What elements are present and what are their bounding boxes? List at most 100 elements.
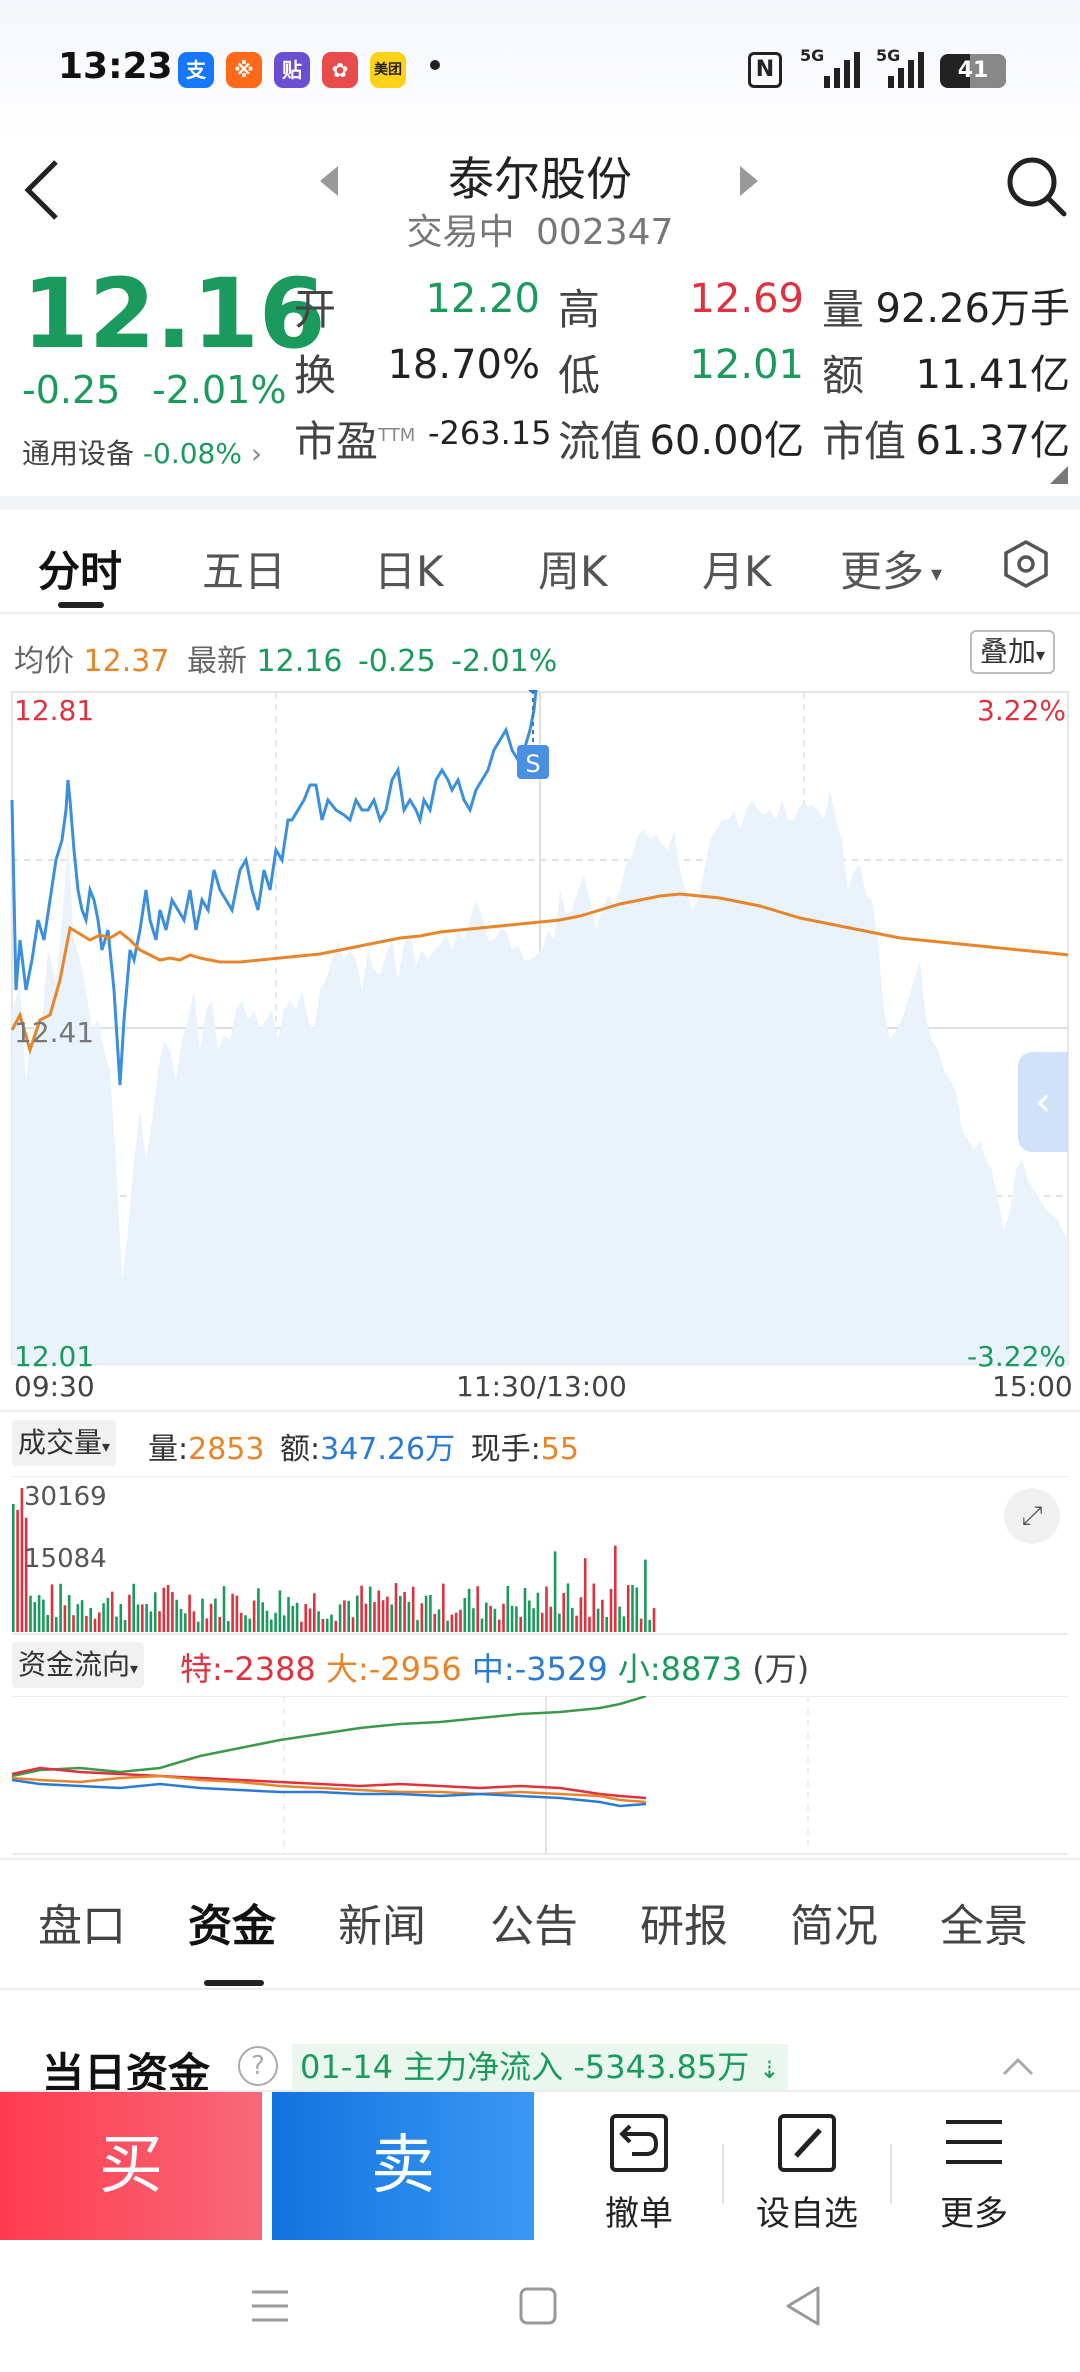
- volume-bar: [454, 1612, 458, 1632]
- tab-5day[interactable]: 五日: [202, 547, 287, 596]
- volume-bar: [343, 1600, 346, 1632]
- dropdown-icon: ▾: [102, 1437, 111, 1456]
- expand-corner-icon[interactable]: [1050, 466, 1068, 484]
- help-icon[interactable]: ?: [238, 2046, 278, 2086]
- volume-mid: 15084: [24, 1544, 107, 1574]
- nav-home-icon[interactable]: [518, 2286, 558, 2326]
- side-panel-toggle-icon[interactable]: ‹: [1018, 1052, 1068, 1152]
- volume-bar: [59, 1583, 62, 1632]
- latest-label: 最新: [186, 644, 247, 679]
- add-watchlist-button[interactable]: 设自选: [740, 2110, 874, 2234]
- fullscreen-icon[interactable]: ⤢: [1004, 1488, 1060, 1544]
- overlay-button[interactable]: 叠加▾: [970, 630, 1056, 674]
- volume-bar: [141, 1604, 144, 1632]
- volume-bar: [429, 1594, 432, 1632]
- intraday-chart[interactable]: S: [0, 690, 1080, 1410]
- back-arrow-icon[interactable]: [20, 158, 64, 222]
- tab-research[interactable]: 研报: [640, 1901, 728, 1952]
- volume-bar: [300, 1621, 303, 1632]
- high-label: 高: [558, 285, 601, 334]
- cap-label: 市值: [822, 417, 907, 466]
- sell-button[interactable]: 卖: [272, 2092, 534, 2240]
- volume-bar: [205, 1618, 209, 1632]
- flow-xiao-label: 小:: [617, 1650, 661, 1688]
- volume-bar: [558, 1613, 561, 1632]
- volume-selector[interactable]: 成交量▾: [12, 1420, 117, 1466]
- flow-selector[interactable]: 资金流向▾: [12, 1642, 145, 1688]
- volume-bar: [33, 1602, 37, 1632]
- more-button[interactable]: 更多: [914, 2110, 1034, 2234]
- tab-overview[interactable]: 全景: [940, 1901, 1028, 1952]
- volume-bar: [166, 1584, 170, 1632]
- tab-news[interactable]: 新闻: [338, 1901, 426, 1952]
- signal-icon-2: [888, 52, 924, 88]
- vol-value: 2853: [188, 1432, 265, 1467]
- volume-bar: [67, 1595, 71, 1632]
- nav-back-icon[interactable]: [784, 2284, 824, 2328]
- tab-announcements[interactable]: 公告: [490, 1901, 578, 1952]
- tab-profile[interactable]: 简况: [790, 1901, 878, 1952]
- battery-level: 41: [957, 58, 989, 83]
- game-icon: ✿: [322, 52, 358, 88]
- flow-da-value: -2956: [368, 1650, 462, 1688]
- volume-bar: [46, 1614, 49, 1632]
- divider: [0, 612, 1080, 614]
- volume-bar: [330, 1614, 333, 1632]
- tab-monthly-k[interactable]: 月K: [702, 547, 772, 596]
- volume-bar: [201, 1598, 204, 1632]
- volume-bar: [295, 1602, 299, 1632]
- divider: [722, 2144, 724, 2204]
- collapse-chevron-icon[interactable]: [1000, 2054, 1036, 2078]
- tab-funds[interactable]: 资金: [188, 1901, 276, 1952]
- undo-icon: [610, 2114, 668, 2172]
- sector-link[interactable]: 通用设备 -0.08% ›: [22, 432, 262, 472]
- volume-bar: [291, 1605, 295, 1632]
- volume-bar: [523, 1587, 527, 1632]
- tab-daily-k[interactable]: 日K: [374, 547, 444, 596]
- volume-bar: [304, 1603, 307, 1632]
- settings-hex-icon[interactable]: [1000, 538, 1052, 590]
- volume-bar: [631, 1585, 634, 1632]
- amount-label: 额: [822, 351, 865, 400]
- tab-weekly-k[interactable]: 周K: [538, 547, 608, 596]
- volume-bar: [171, 1592, 174, 1632]
- volume-bar: [566, 1583, 570, 1632]
- volume-bar: [381, 1600, 385, 1632]
- tab-intraday[interactable]: 分时: [38, 547, 123, 596]
- tab-more[interactable]: 更多 ▾: [840, 538, 942, 599]
- volume-bar: [102, 1603, 105, 1632]
- volume-bar: [274, 1612, 277, 1632]
- latest-value: 12.16: [256, 644, 343, 679]
- stock-subtitle: 交易中 002347: [0, 203, 1080, 255]
- cancel-order-button[interactable]: 撤单: [584, 2110, 694, 2234]
- prev-stock-icon[interactable]: [318, 164, 340, 198]
- volume-bar: [149, 1611, 153, 1632]
- pe-value: -263.15: [428, 414, 552, 452]
- volume-bar: [489, 1605, 492, 1632]
- buy-button[interactable]: 买: [0, 2092, 262, 2240]
- nav-menu-icon[interactable]: [250, 2288, 290, 2324]
- battery-icon: 41: [940, 54, 1006, 88]
- volume-bar: [368, 1586, 372, 1632]
- stock-name: 泰尔股份: [448, 152, 632, 206]
- y-axis-top: 12.81: [14, 694, 95, 727]
- volume-bar: [115, 1616, 118, 1632]
- flow-info: 特:-2388 大:-2956 中:-3529 小:8873 (万): [180, 1644, 809, 1690]
- next-stock-icon[interactable]: [738, 164, 760, 198]
- vol-value: 92.26万手: [875, 286, 1070, 332]
- flow-chart: [11, 1696, 1068, 1855]
- volume-bar: [261, 1602, 264, 1632]
- volume-bar: [106, 1597, 110, 1632]
- daily-label: 主力净流入: [403, 2048, 564, 2086]
- meituan-icon: 美团: [370, 52, 406, 88]
- tab-orderbook[interactable]: 盘口: [38, 1901, 126, 1952]
- volume-bar: [364, 1603, 368, 1632]
- flow-zhong-value: -3529: [514, 1650, 608, 1688]
- volume-bar: [635, 1587, 639, 1632]
- search-icon[interactable]: [1004, 154, 1068, 218]
- divider: [890, 2144, 892, 2204]
- pe-label-text: 市盈: [294, 417, 379, 466]
- volume-bar: [583, 1558, 587, 1632]
- volume-bar: [313, 1593, 316, 1632]
- divider: [0, 1410, 1080, 1412]
